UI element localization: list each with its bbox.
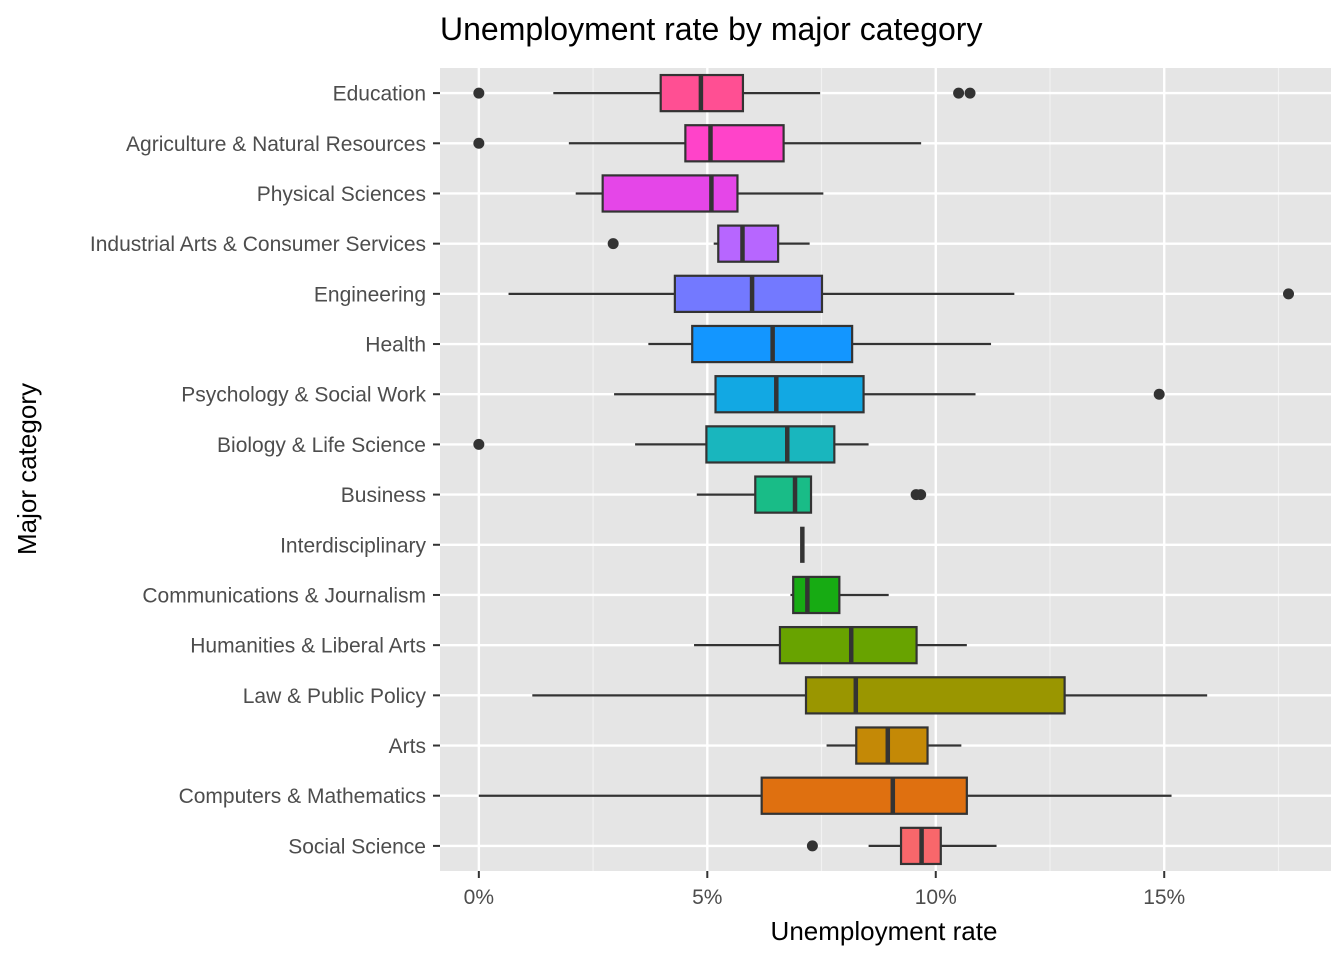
y-tick-label: Education <box>333 83 426 106</box>
x-axis-title: Unemployment rate <box>771 916 998 946</box>
box-computers-mathematics <box>478 776 1172 815</box>
iqr-box <box>778 625 918 665</box>
iqr-box <box>717 224 780 263</box>
box-industrial-arts-consumer-services <box>607 224 810 263</box>
x-tick-label: 0% <box>464 886 494 909</box>
box-social-science <box>806 826 997 866</box>
y-tick-label: Biology & Life Science <box>217 434 426 457</box>
outlier-point <box>607 238 619 250</box>
outlier-point <box>1283 288 1295 300</box>
y-tick-label: Interdisciplinary <box>280 534 426 557</box>
outlier-point <box>473 87 485 99</box>
box-business <box>696 475 927 514</box>
y-tick-label: Communications & Journalism <box>142 584 426 607</box>
x-axis: 0% 5% 10% 15% <box>464 871 1185 909</box>
outlier-point <box>1153 388 1165 400</box>
y-tick-label: Arts <box>389 735 426 758</box>
iqr-box <box>684 124 785 163</box>
y-tick-label: Humanities & Liberal Arts <box>190 635 426 658</box>
iqr-box <box>673 274 824 314</box>
box-law-public-policy <box>532 676 1208 715</box>
box-agriculture-natural-resources <box>473 124 922 163</box>
box-arts <box>826 726 962 765</box>
box-biology-life-science <box>473 425 869 464</box>
outlier-point <box>953 87 965 99</box>
y-tick-label: Agriculture & Natural Resources <box>126 133 426 156</box>
y-axis: Education Agriculture & Natural Resources… <box>90 83 440 858</box>
iqr-box <box>601 174 739 213</box>
iqr-box <box>760 776 968 815</box>
y-tick-label: Computers & Mathematics <box>179 785 426 808</box>
minor-gridlines <box>592 68 1280 871</box>
y-tick-label: Psychology & Social Work <box>181 384 426 407</box>
box-physical-sciences <box>575 174 824 213</box>
box-education <box>473 73 976 113</box>
y-tick-label: Physical Sciences <box>257 183 426 206</box>
outlier-point <box>964 87 976 99</box>
x-tick-label: 15% <box>1143 886 1185 909</box>
y-axis-title: Major category <box>12 383 42 555</box>
y-tick-label: Industrial Arts & Consumer Services <box>90 233 426 256</box>
iqr-box <box>804 676 1066 715</box>
box-engineering <box>508 274 1295 314</box>
iqr-box <box>855 726 929 765</box>
box-humanities-liberal-arts <box>694 625 967 665</box>
y-tick-label: Health <box>365 334 426 357</box>
y-tick-label: Engineering <box>314 283 426 306</box>
iqr-box <box>705 425 836 464</box>
box-series <box>473 73 1295 866</box>
iqr-box <box>714 375 865 414</box>
iqr-box <box>792 575 841 615</box>
x-tick-label: 10% <box>915 886 957 909</box>
outlier-point <box>915 489 927 501</box>
outlier-point <box>473 438 485 450</box>
y-tick-label: Social Science <box>288 835 426 858</box>
iqr-box <box>754 475 813 514</box>
box-communications-journalism <box>790 575 889 615</box>
box-health <box>648 324 992 364</box>
box-psychology-social-work <box>614 375 1165 414</box>
y-tick-label: Business <box>341 484 426 507</box>
outlier-point <box>473 137 485 149</box>
chart-title: Unemployment rate by major category <box>440 11 982 47</box>
y-tick-label: Law & Public Policy <box>243 685 427 708</box>
outlier-point <box>806 840 818 852</box>
x-tick-label: 5% <box>692 886 722 909</box>
